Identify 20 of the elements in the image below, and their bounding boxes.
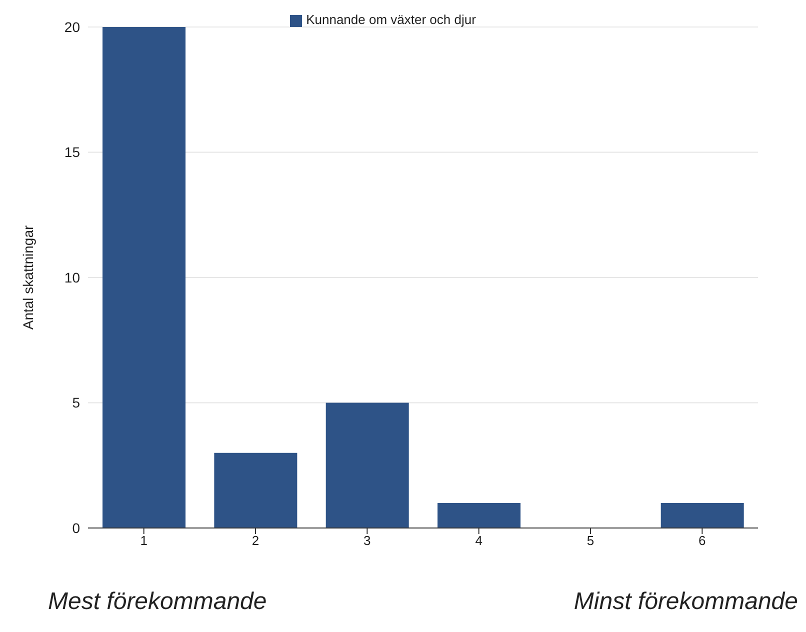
bar bbox=[438, 502, 521, 528]
y-tick-label: 20 bbox=[64, 18, 80, 35]
text: Mest förekommande bbox=[48, 588, 267, 616]
y-axis-title: Antal skattningar bbox=[20, 225, 36, 330]
y-tick-label: 15 bbox=[64, 144, 80, 160]
y-tick-label: 5 bbox=[72, 394, 80, 411]
bar bbox=[102, 27, 186, 528]
bar bbox=[660, 502, 744, 528]
bar bbox=[326, 402, 409, 528]
y-tick-label: 0 bbox=[72, 520, 80, 536]
x-tick-label: 1 bbox=[140, 533, 148, 548]
x-tick-label: 3 bbox=[364, 533, 371, 548]
x-tick-label: 5 bbox=[586, 533, 594, 548]
x-tick-label: 6 bbox=[698, 533, 706, 548]
x-tick-label: 4 bbox=[475, 533, 482, 548]
x-tick-label: 2 bbox=[252, 533, 260, 548]
legend-label: Kunnande om växter och djur bbox=[306, 12, 476, 27]
bar bbox=[214, 452, 298, 528]
y-tick-label: 10 bbox=[64, 269, 80, 286]
text: Minst förekommande bbox=[574, 588, 798, 616]
